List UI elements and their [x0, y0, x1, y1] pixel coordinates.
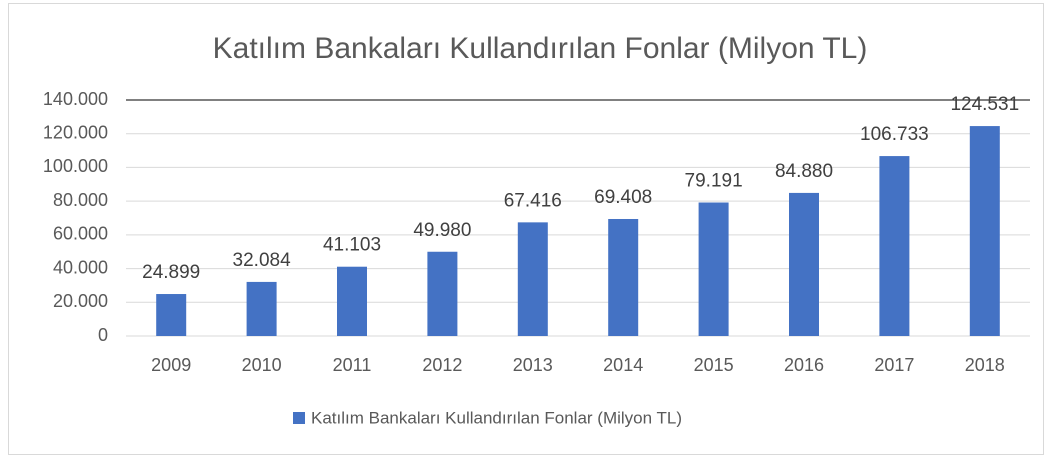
- x-tick-label: 2014: [603, 355, 643, 375]
- y-tick-label: 120.000: [43, 122, 108, 142]
- legend-label: Katılım Bankaları Kullandırılan Fonlar (…: [311, 408, 682, 427]
- bar: [427, 251, 458, 336]
- data-label: 106.733: [860, 124, 929, 145]
- bar: [246, 281, 277, 336]
- data-label: 24.899: [142, 262, 200, 283]
- data-label: 124.531: [950, 94, 1019, 115]
- bar: [879, 156, 910, 336]
- x-tick-label: 2012: [422, 355, 462, 375]
- data-label: 69.408: [594, 187, 652, 208]
- bar: [789, 192, 819, 336]
- data-label: 32.084: [233, 250, 292, 271]
- y-tick-label: 40.000: [53, 257, 108, 277]
- bar: [969, 126, 1000, 336]
- data-label: 79.191: [685, 171, 743, 192]
- y-tick-label: 60.000: [53, 224, 108, 244]
- data-label: 49.980: [413, 220, 471, 241]
- data-label: 84.880: [775, 161, 833, 182]
- data-label: 41.103: [323, 235, 381, 256]
- bar: [608, 218, 639, 336]
- data-label: 67.416: [504, 190, 562, 211]
- x-tick-label: 2011: [333, 355, 372, 375]
- x-tick-label: 2009: [151, 355, 191, 375]
- legend-swatch: [293, 412, 305, 424]
- x-tick-label: 2018: [965, 355, 1005, 375]
- x-tick-label: 2010: [242, 355, 282, 375]
- x-tick-label: 2017: [874, 355, 914, 375]
- bar: [156, 294, 187, 336]
- y-tick-label: 140.000: [43, 89, 108, 109]
- bar: [337, 266, 367, 336]
- bar: [698, 202, 729, 336]
- y-tick-label: 20.000: [53, 291, 108, 311]
- x-tick-label: 2015: [694, 355, 734, 375]
- y-tick-label: 100.000: [43, 156, 108, 176]
- x-tick-label: 2016: [784, 355, 824, 375]
- chart-title: Katılım Bankaları Kullandırılan Fonlar (…: [213, 32, 868, 65]
- x-tick-label: 2013: [513, 355, 553, 375]
- y-tick-label: 0: [98, 325, 108, 345]
- y-tick-label: 80.000: [53, 190, 108, 210]
- bar: [517, 222, 548, 336]
